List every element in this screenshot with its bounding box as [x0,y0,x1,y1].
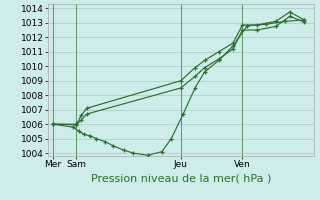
X-axis label: Pression niveau de la mer( hPa ): Pression niveau de la mer( hPa ) [91,173,271,183]
